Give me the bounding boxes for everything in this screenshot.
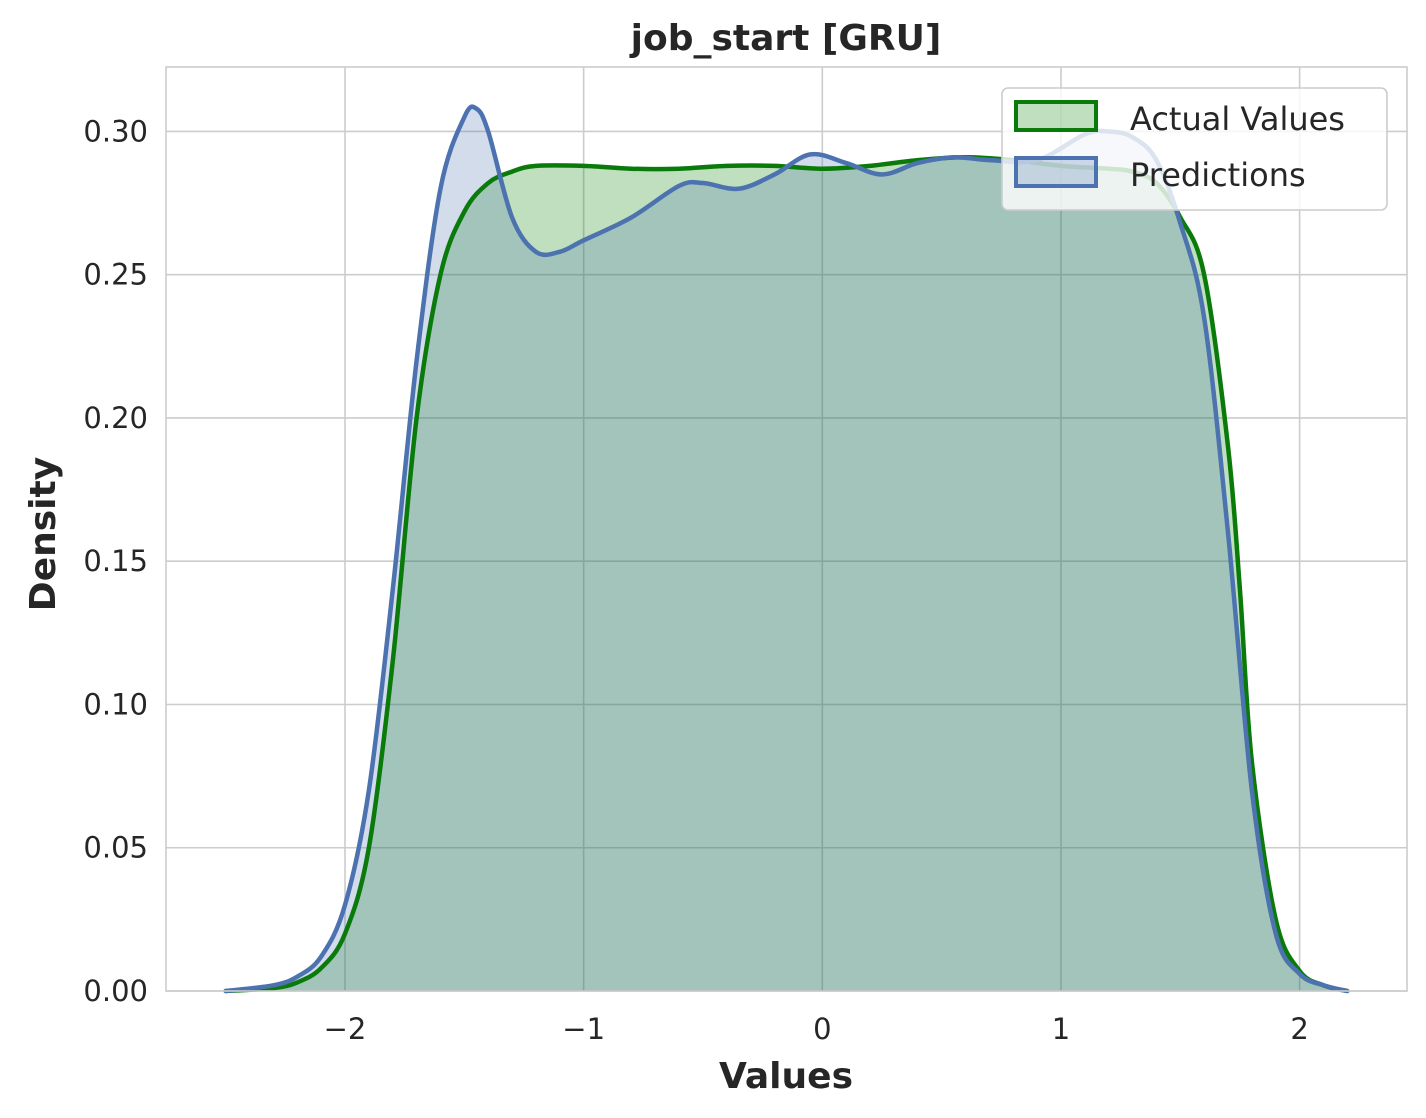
y-tick-label: 0.30: [83, 114, 148, 148]
x-tick-labels: −2 −1 0 1 2: [324, 1012, 1309, 1046]
plot-frame: [165, 66, 1408, 992]
y-tick-label: 0.25: [83, 258, 148, 292]
area-actual-values: [225, 157, 1348, 991]
legend-box: [1001, 87, 1388, 211]
area-predictions: [225, 106, 1348, 992]
x-tick-label: −1: [562, 1012, 605, 1046]
y-tick-label: 0.05: [83, 831, 148, 865]
line-predictions: [223, 104, 1350, 994]
x-tick-label: 1: [1052, 1012, 1070, 1046]
y-tick-label: 0.15: [83, 544, 148, 578]
legend-label-actual-values: Actual Values: [1130, 100, 1345, 138]
legend-label-predictions: Predictions: [1130, 156, 1306, 194]
x-axis-title: Values: [719, 1056, 853, 1097]
line-actual-values: [223, 155, 1350, 994]
y-tick-label: 0.20: [83, 401, 148, 435]
y-axis-title: Density: [23, 457, 64, 611]
x-tick-label: 0: [813, 1012, 831, 1046]
chart-title: job_start [GRU]: [629, 18, 942, 59]
y-tick-label: 0.00: [83, 974, 148, 1008]
y-tick-labels: 0.00 0.05 0.10 0.15 0.20 0.25 0.30: [83, 114, 148, 1008]
x-tick-label: 2: [1290, 1012, 1308, 1046]
y-tick-label: 0.10: [83, 687, 148, 721]
legend-swatch-predictions: [1014, 156, 1098, 188]
x-tick-label: −2: [324, 1012, 367, 1046]
legend: Actual Values Predictions: [1001, 87, 1388, 211]
grid: [166, 67, 1407, 992]
density-lines: [223, 104, 1350, 994]
legend-swatch-actual-values: [1014, 100, 1098, 132]
density-areas: [225, 106, 1348, 992]
